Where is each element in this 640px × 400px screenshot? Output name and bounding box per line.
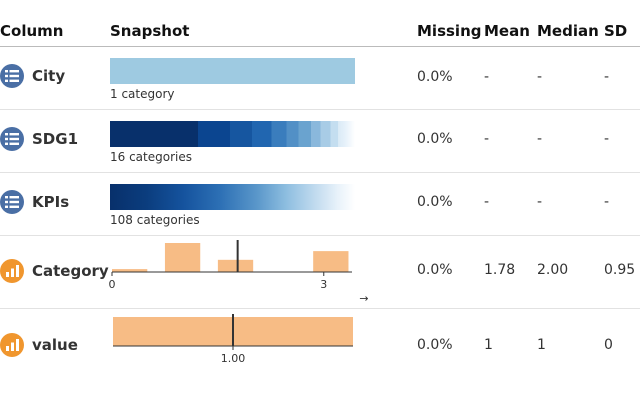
sdg1-category-gradient-bar <box>110 121 355 147</box>
row-divider <box>0 109 640 110</box>
sd-value: - <box>604 69 610 85</box>
histogram-bar <box>313 251 349 272</box>
x-tick-label: 3 <box>320 278 327 291</box>
table-row-kpis: KPIs 108 categories 0.0% - - - <box>0 173 640 235</box>
table-row-category: Category 0 3 → 0.0% 1.78 2.00 0.95 <box>0 236 640 308</box>
row-divider <box>0 308 640 309</box>
table-row-sdg1: SDG1 16 categories 0.0% - - - <box>0 110 640 172</box>
mean-value: - <box>484 194 490 210</box>
bar-chart-icon <box>0 259 24 283</box>
histogram-bar <box>217 259 254 272</box>
x-tick-label: 1.00 <box>221 352 246 365</box>
snapshot-label: 108 categories <box>110 213 200 227</box>
column-name-cell: Category <box>0 259 109 283</box>
header-mean[interactable]: Mean <box>484 22 530 40</box>
header-divider <box>0 46 640 47</box>
median-value: - <box>537 131 543 147</box>
snapshot-label: 1 category <box>110 87 175 101</box>
list-icon <box>0 127 24 151</box>
missing-value: 0.0% <box>417 194 453 210</box>
header-median[interactable]: Median <box>537 22 599 40</box>
row-divider <box>0 235 640 236</box>
mean-value: 1 <box>484 337 493 353</box>
row-divider <box>0 172 640 173</box>
mean-value: - <box>484 131 490 147</box>
missing-value: 0.0% <box>417 69 453 85</box>
column-name: value <box>32 336 78 354</box>
sd-value: - <box>604 131 610 147</box>
bar-chart-icon <box>0 333 24 357</box>
header-sd[interactable]: SD <box>604 22 628 40</box>
missing-value: 0.0% <box>417 337 453 353</box>
sd-value: 0.95 <box>604 262 636 278</box>
header-column[interactable]: Column <box>0 22 64 40</box>
missing-value: 0.0% <box>417 262 453 278</box>
category-histogram: 0 3 → <box>109 240 369 305</box>
column-name: KPIs <box>32 193 70 211</box>
column-name: Category <box>32 262 109 280</box>
histogram-bar <box>164 243 201 272</box>
missing-value: 0.0% <box>417 131 453 147</box>
table-row-value: value 1.00 0.0% 1 1 0 <box>0 309 640 381</box>
median-value: - <box>537 194 543 210</box>
expand-arrow: → <box>359 292 368 305</box>
sd-value: - <box>604 194 610 210</box>
median-value: 1 <box>537 337 546 353</box>
column-name-cell: SDG1 <box>0 127 78 151</box>
histogram-bar <box>112 269 148 272</box>
sd-value: 0 <box>604 337 613 353</box>
x-tick-label: 0 <box>109 278 116 291</box>
column-name-cell: KPIs <box>0 190 69 214</box>
header-missing[interactable]: Missing <box>417 22 482 40</box>
median-value: 2.00 <box>537 262 569 278</box>
column-name: SDG1 <box>32 130 79 148</box>
median-value: - <box>537 69 543 85</box>
value-histogram: 1.00 <box>113 314 353 365</box>
kpis-category-gradient-bar <box>110 184 355 210</box>
mean-value: 1.78 <box>484 262 516 278</box>
snapshot-label: 16 categories <box>110 150 192 164</box>
column-name: City <box>32 67 66 85</box>
city-category-bar <box>110 58 355 84</box>
table-row-city: City 1 category 0.0% - - - <box>0 47 640 109</box>
column-name-cell: City <box>0 64 65 88</box>
list-icon <box>0 64 24 88</box>
mean-value: - <box>484 69 490 85</box>
header-snapshot[interactable]: Snapshot <box>110 22 190 40</box>
list-icon <box>0 190 24 214</box>
column-name-cell: value <box>0 333 78 357</box>
